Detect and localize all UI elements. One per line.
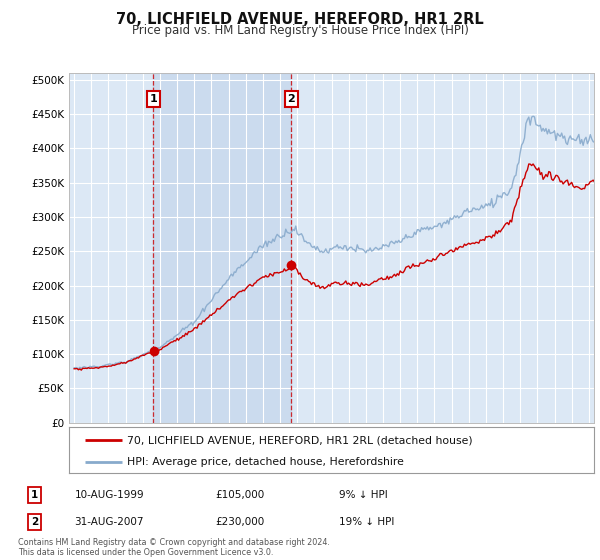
Text: 2: 2 <box>287 94 295 104</box>
Text: 9% ↓ HPI: 9% ↓ HPI <box>340 490 388 500</box>
Text: HPI: Average price, detached house, Herefordshire: HPI: Average price, detached house, Here… <box>127 457 404 466</box>
Text: Price paid vs. HM Land Registry's House Price Index (HPI): Price paid vs. HM Land Registry's House … <box>131 24 469 36</box>
Text: £105,000: £105,000 <box>215 490 265 500</box>
Text: 1: 1 <box>31 490 38 500</box>
Text: 19% ↓ HPI: 19% ↓ HPI <box>340 517 395 527</box>
Bar <box>154 73 292 423</box>
Text: 1: 1 <box>149 94 157 104</box>
Text: 31-AUG-2007: 31-AUG-2007 <box>74 517 144 527</box>
Text: 70, LICHFIELD AVENUE, HEREFORD, HR1 2RL: 70, LICHFIELD AVENUE, HEREFORD, HR1 2RL <box>116 12 484 27</box>
Text: 2: 2 <box>31 517 38 527</box>
Text: Contains HM Land Registry data © Crown copyright and database right 2024.
This d: Contains HM Land Registry data © Crown c… <box>18 538 330 557</box>
Text: £230,000: £230,000 <box>215 517 265 527</box>
Text: 70, LICHFIELD AVENUE, HEREFORD, HR1 2RL (detached house): 70, LICHFIELD AVENUE, HEREFORD, HR1 2RL … <box>127 435 472 445</box>
Text: 10-AUG-1999: 10-AUG-1999 <box>74 490 144 500</box>
